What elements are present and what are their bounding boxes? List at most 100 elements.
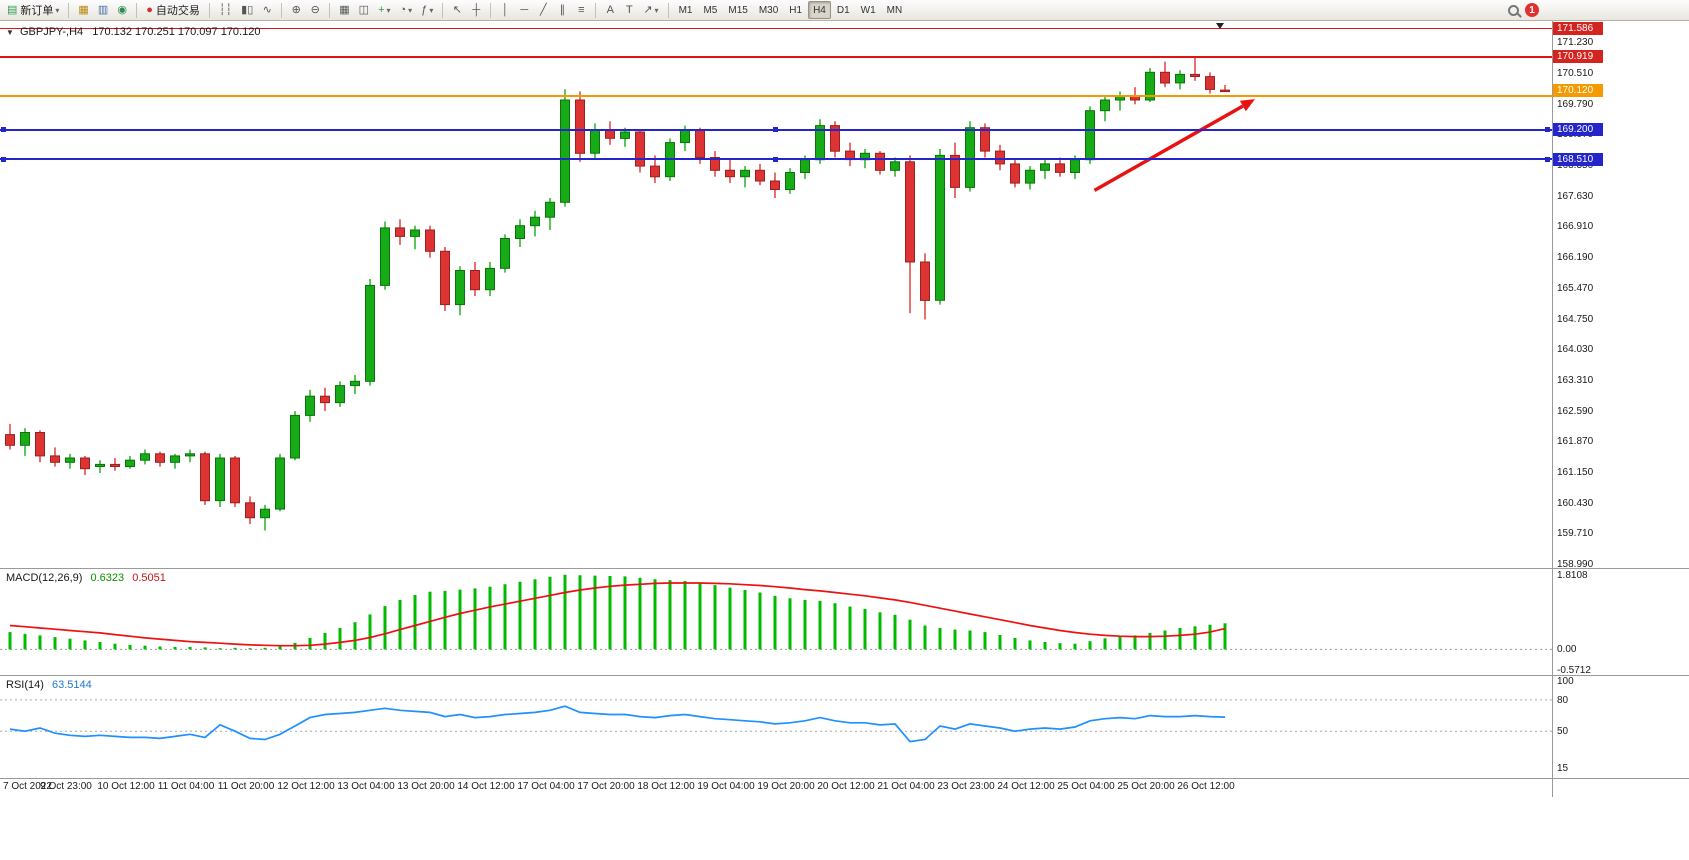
horizontal-line-button[interactable]: ─ — [515, 1, 533, 19]
line-handle[interactable] — [1545, 127, 1550, 133]
indicators-button[interactable]: ƒ ▾ — [417, 1, 437, 19]
macd-indicator-pane — [0, 574, 1552, 650]
price-tag: 170.120 — [1553, 84, 1603, 98]
new-order-button[interactable]: ▤ 新订单 ▾ — [3, 1, 63, 19]
timeframe-M5-button[interactable]: M5 — [703, 4, 718, 16]
time-axis-label: 17 Oct 20:00 — [577, 781, 635, 792]
market-watch-button[interactable]: ◉ — [113, 1, 131, 19]
text-button[interactable]: A — [601, 1, 619, 19]
line-handle[interactable] — [773, 127, 778, 133]
crosshair-icon: ┼ — [472, 3, 481, 16]
price-axis-label: 171.230 — [1557, 37, 1594, 49]
trendline-button[interactable]: ╱ — [534, 1, 552, 19]
dropdown-caret-icon: ▾ — [654, 5, 659, 15]
candlestick-chart-pane — [5, 57, 1255, 531]
macd-signal-value: 0.5051 — [132, 572, 166, 584]
toolbar: ▤ 新订单 ▾ ▦ ▥ ◉ ● 自动交易 ┆┆ ▮▯ ∿ ⊕ ⊖ ▦ ◫ + ▾ ◔ ▾ ƒ ▾ ↖ ┼ │ ─ ╱ ∥ ≡ A T ↗ ▾ M… — [0, 0, 1689, 21]
zoom-in-button[interactable]: ⊕ — [287, 1, 305, 19]
indicators-icon: ƒ — [421, 3, 428, 16]
symbol-period-label: GBPJPY-,H4 — [19, 26, 84, 38]
price-axis-label: 164.030 — [1557, 344, 1594, 356]
timeframe-M30-button[interactable]: M30 — [758, 4, 779, 16]
dropdown-caret-icon: ▾ — [55, 5, 60, 15]
time-axis-label: 26 Oct 12:00 — [1177, 781, 1235, 792]
timeframe-H1-button[interactable]: H1 — [789, 4, 803, 16]
time-axis-label: 25 Oct 20:00 — [1117, 781, 1175, 792]
bar-chart-button[interactable]: ┆┆ — [215, 1, 236, 19]
search-icon[interactable] — [1508, 4, 1519, 16]
toolbar-separator — [136, 2, 138, 18]
line-chart-button[interactable]: ∿ — [258, 1, 276, 19]
time-axis-label: 24 Oct 12:00 — [997, 781, 1055, 792]
line-handle[interactable] — [1, 127, 6, 133]
arrows-icon: ↗ — [643, 3, 653, 16]
price-tag: 171.586 — [1553, 21, 1603, 35]
new-chart-button[interactable]: + ▾ — [374, 1, 394, 19]
line-handle[interactable] — [1, 156, 6, 162]
timeframe-MN-button[interactable]: MN — [886, 4, 903, 16]
chart-period-button[interactable]: ◔ ▾ — [396, 1, 417, 19]
crosshair-button[interactable]: ┼ — [467, 1, 485, 19]
price-axis-label: 163.310 — [1557, 374, 1594, 386]
toolbar-separator — [68, 2, 70, 18]
time-axis-label: 11 Oct 20:00 — [217, 781, 275, 792]
market-watch-icon: ◉ — [117, 3, 128, 16]
new-order-icon: ▤ — [7, 3, 18, 16]
horizontal-line-icon: ─ — [520, 3, 529, 16]
time-axis-label: 19 Oct 20:00 — [757, 781, 815, 792]
timeframe-M1-button[interactable]: M1 — [678, 4, 693, 16]
price-axis-label: 169.790 — [1557, 98, 1594, 110]
rsi-scale-label: 100 — [1557, 676, 1574, 687]
equidistant-channel-icon: ∥ — [559, 3, 566, 16]
price-axis-label: 165.470 — [1557, 282, 1594, 294]
line-handle[interactable] — [773, 156, 778, 162]
collapse-chart-icon[interactable]: ▼ — [6, 28, 14, 37]
cursor-icon: ↖ — [452, 3, 462, 16]
pane-separator[interactable] — [0, 675, 1689, 676]
horizontal-level-line[interactable] — [0, 27, 1552, 29]
dropdown-caret-icon: ▾ — [408, 5, 413, 15]
autotrading-button[interactable]: ● 自动交易 — [142, 1, 204, 19]
time-axis-label: 19 Oct 04:00 — [697, 781, 755, 792]
charts-button[interactable]: ▦ — [74, 1, 92, 19]
candlestick-chart-button[interactable]: ▮▯ — [237, 1, 257, 19]
pane-separator[interactable] — [0, 568, 1689, 569]
autotrading-icon: ● — [146, 3, 153, 16]
zoom-out-button[interactable]: ⊖ — [306, 1, 324, 19]
line-handle[interactable] — [1545, 156, 1550, 162]
price-axis-label: 164.750 — [1557, 313, 1594, 325]
timeframe-M15-button[interactable]: M15 — [728, 4, 748, 16]
rsi-indicator-pane — [0, 699, 1552, 743]
print-icon: ▥ — [97, 3, 109, 16]
arrows-button[interactable]: ↗ ▾ — [639, 1, 662, 19]
horizontal-level-line[interactable] — [0, 95, 1552, 98]
notification-badge[interactable]: 1 — [1525, 3, 1539, 17]
timeframe-D1-button[interactable]: D1 — [836, 4, 850, 16]
vertical-line-button[interactable]: │ — [496, 1, 514, 19]
time-axis-label: 12 Oct 12:00 — [277, 781, 335, 792]
arrange-charts-button[interactable]: ◫ — [355, 1, 373, 19]
autotrading-label: 自动交易 — [155, 5, 200, 17]
candlestick-chart-icon: ▮▯ — [241, 3, 254, 16]
toolbar-separator — [667, 2, 669, 18]
line-chart-icon: ∿ — [262, 3, 272, 16]
text-label-button[interactable]: T — [620, 1, 638, 19]
cursor-button[interactable]: ↖ — [448, 1, 466, 19]
price-axis-label: 170.510 — [1557, 68, 1594, 79]
timeframe-W1-button[interactable]: W1 — [860, 4, 876, 16]
charts-icon: ▦ — [78, 3, 89, 16]
timeframe-H4-button[interactable]: H4 — [808, 1, 831, 19]
time-axis-label: 14 Oct 12:00 — [457, 781, 515, 792]
equidistant-channel-button[interactable]: ∥ — [553, 1, 571, 19]
new-order-label: 新订单 — [20, 5, 54, 17]
tile-windows-button[interactable]: ▦ — [335, 1, 353, 19]
price-axis-label: 161.150 — [1557, 467, 1594, 478]
time-axis-label: 9 Oct 23:00 — [40, 781, 92, 792]
horizontal-level-line[interactable] — [0, 55, 1552, 58]
fibonacci-button[interactable]: ≡ — [572, 1, 590, 19]
macd-main-value: 0.6323 — [90, 572, 125, 584]
rsi-scale-label: 50 — [1557, 726, 1569, 738]
print-button[interactable]: ▥ — [94, 1, 112, 19]
rsi-value: 63.5144 — [51, 679, 92, 691]
